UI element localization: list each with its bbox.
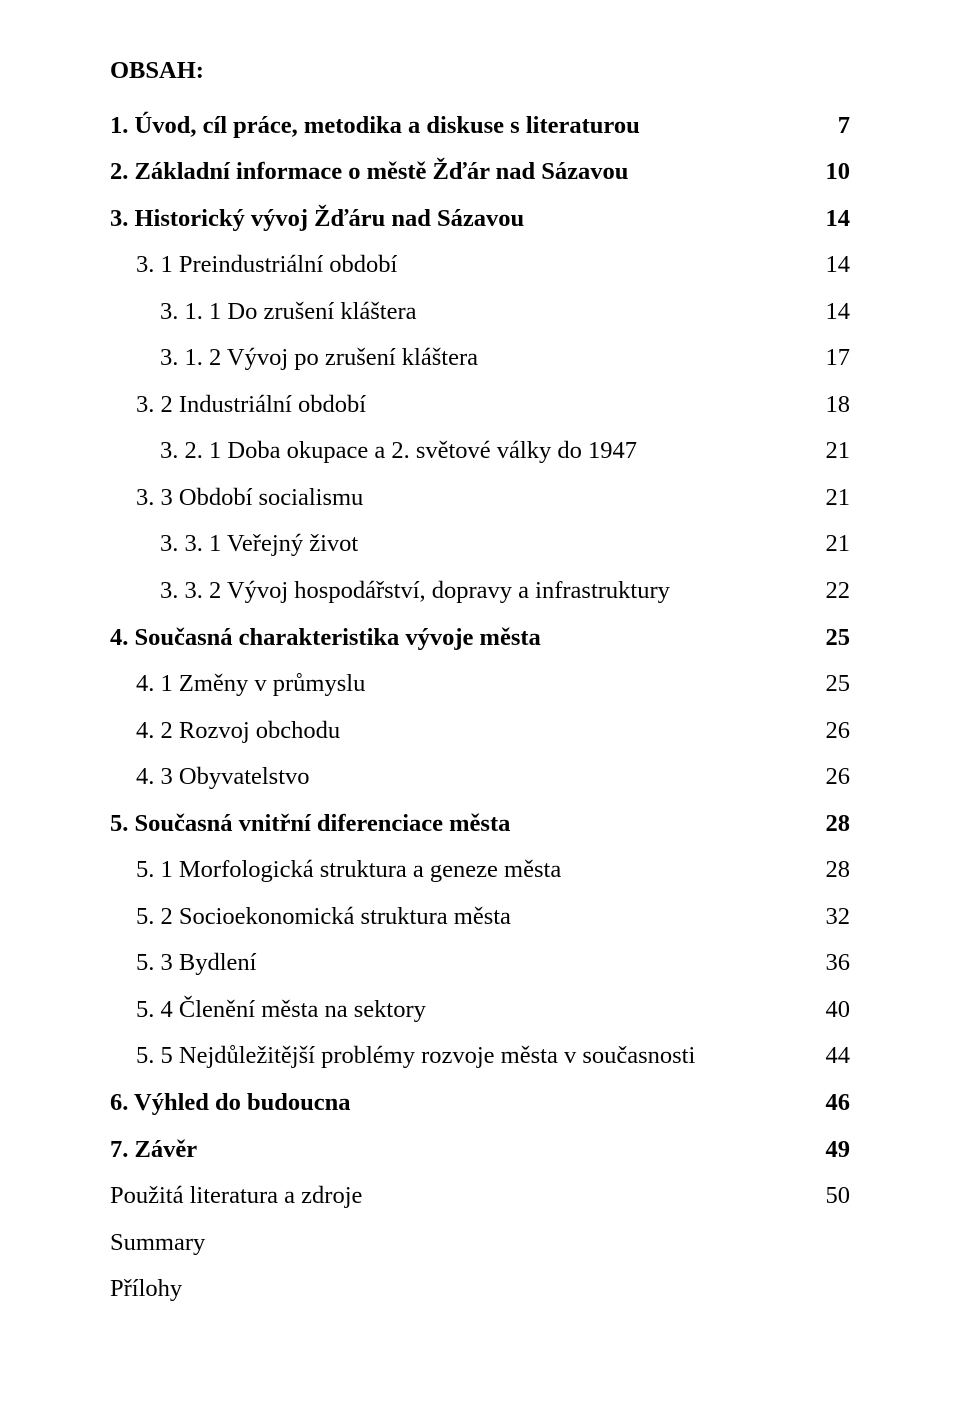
toc-heading: OBSAH:: [110, 48, 850, 95]
toc-body: 1. Úvod, cíl práce, metodika a diskuse s…: [110, 103, 850, 1313]
toc-entry-page: 32: [826, 894, 851, 941]
toc-entry-label: 3. 1. 2 Vývoj po zrušení kláštera: [160, 335, 478, 382]
toc-entry: 3. 3. 1 Veřejný život 21: [110, 521, 850, 568]
toc-entry: 3. 1. 2 Vývoj po zrušení kláštera 17: [110, 335, 850, 382]
toc-entry-page: 7: [838, 103, 850, 150]
toc-entry: 3. Historický vývoj Žďáru nad Sázavou 14: [110, 196, 850, 243]
toc-entry: 4. 1 Změny v průmyslu 25: [110, 661, 850, 708]
toc-entry: 6. Výhled do budoucna 46: [110, 1080, 850, 1127]
toc-entry-label: 6. Výhled do budoucna: [110, 1080, 351, 1127]
toc-entry-label: 3. Historický vývoj Žďáru nad Sázavou: [110, 196, 524, 243]
toc-entry: 2. Základní informace o městě Žďár nad S…: [110, 149, 850, 196]
toc-entry-page: 10: [826, 149, 851, 196]
toc-entry-label: 3. 1 Preindustriální období: [136, 242, 397, 289]
toc-entry-label: 4. Současná charakteristika vývoje města: [110, 615, 541, 662]
toc-entry-page: 14: [826, 196, 851, 243]
toc-entry-page: 25: [826, 615, 851, 662]
toc-entry-label: 5. 1 Morfologická struktura a geneze měs…: [136, 847, 561, 894]
toc-entry-page: 21: [826, 521, 851, 568]
toc-entry-label: 4. 2 Rozvoj obchodu: [136, 708, 340, 755]
toc-entry-page: 40: [826, 987, 851, 1034]
toc-entry-page: 28: [826, 847, 851, 894]
toc-entry: 3. 1. 1 Do zrušení kláštera 14: [110, 289, 850, 336]
toc-entry-label: 5. 3 Bydlení: [136, 940, 256, 987]
toc-entry-page: 14: [826, 289, 851, 336]
toc-entry-page: 50: [826, 1173, 851, 1220]
toc-entry-label: 5. Současná vnitřní diferenciace města: [110, 801, 510, 848]
toc-entry-page: 22: [826, 568, 851, 615]
toc-entry: Summary: [110, 1220, 850, 1267]
toc-entry-page: 17: [826, 335, 851, 382]
toc-entry: 4. Současná charakteristika vývoje města…: [110, 615, 850, 662]
toc-entry: 7. Závěr 49: [110, 1127, 850, 1174]
toc-entry-page: 36: [826, 940, 851, 987]
toc-entry: 3. 3 Období socialismu 21: [110, 475, 850, 522]
toc-entry-label: 4. 1 Změny v průmyslu: [136, 661, 365, 708]
toc-entry-label: 3. 3. 1 Veřejný život: [160, 521, 358, 568]
toc-entry-label: 5. 5 Nejdůležitější problémy rozvoje měs…: [136, 1033, 695, 1080]
toc-entry-label: 3. 2. 1 Doba okupace a 2. světové války …: [160, 428, 637, 475]
toc-entry: 3. 2 Industriální období 18: [110, 382, 850, 429]
toc-entry: 4. 3 Obyvatelstvo 26: [110, 754, 850, 801]
toc-entry: 5. Současná vnitřní diferenciace města 28: [110, 801, 850, 848]
toc-entry-label: 5. 2 Socioekonomická struktura města: [136, 894, 511, 941]
toc-entry: 5. 3 Bydlení 36: [110, 940, 850, 987]
toc-entry-page: 26: [826, 754, 851, 801]
toc-entry: 3. 3. 2 Vývoj hospodářství, dopravy a in…: [110, 568, 850, 615]
toc-entry: 1. Úvod, cíl práce, metodika a diskuse s…: [110, 103, 850, 150]
toc-entry: 5. 4 Členění města na sektory 40: [110, 987, 850, 1034]
toc-entry-label: 5. 4 Členění města na sektory: [136, 987, 426, 1034]
toc-entry-label: 3. 1. 1 Do zrušení kláštera: [160, 289, 417, 336]
toc-entry-page: 14: [826, 242, 851, 289]
toc-entry-label: 3. 2 Industriální období: [136, 382, 366, 429]
toc-entry-page: 21: [826, 428, 851, 475]
toc-entry: Přílohy: [110, 1266, 850, 1313]
toc-entry: 5. 5 Nejdůležitější problémy rozvoje měs…: [110, 1033, 850, 1080]
toc-entry: 5. 2 Socioekonomická struktura města 32: [110, 894, 850, 941]
toc-entry-page: 25: [826, 661, 851, 708]
toc-entry: 5. 1 Morfologická struktura a geneze měs…: [110, 847, 850, 894]
toc-entry: Použitá literatura a zdroje 50: [110, 1173, 850, 1220]
toc-entry: 3. 2. 1 Doba okupace a 2. světové války …: [110, 428, 850, 475]
toc-entry-label: 3. 3 Období socialismu: [136, 475, 363, 522]
toc-entry-label: 3. 3. 2 Vývoj hospodářství, dopravy a in…: [160, 568, 670, 615]
toc-entry-page: 49: [826, 1127, 851, 1174]
toc-entry-label: Použitá literatura a zdroje: [110, 1173, 362, 1220]
toc-entry-label: 1. Úvod, cíl práce, metodika a diskuse s…: [110, 103, 640, 150]
toc-entry-label: 2. Základní informace o městě Žďár nad S…: [110, 149, 628, 196]
toc-entry-page: 26: [826, 708, 851, 755]
toc-entry-page: 28: [826, 801, 851, 848]
toc-entry-page: 21: [826, 475, 851, 522]
toc-entry-page: 46: [826, 1080, 851, 1127]
toc-entry: 4. 2 Rozvoj obchodu 26: [110, 708, 850, 755]
toc-page: OBSAH: 1. Úvod, cíl práce, metodika a di…: [0, 0, 960, 1420]
toc-entry: 3. 1 Preindustriální období 14: [110, 242, 850, 289]
toc-entry-label: 7. Závěr: [110, 1127, 197, 1174]
toc-entry-label: 4. 3 Obyvatelstvo: [136, 754, 310, 801]
toc-entry-page: 44: [826, 1033, 851, 1080]
toc-entry-page: 18: [826, 382, 851, 429]
